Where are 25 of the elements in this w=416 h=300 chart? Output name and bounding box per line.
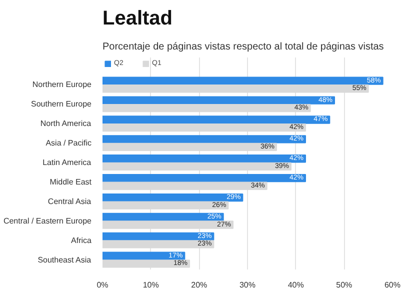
y-tick-label: Africa bbox=[71, 236, 92, 245]
y-tick-label: Central Asia bbox=[48, 196, 92, 206]
bar bbox=[102, 96, 335, 104]
bar bbox=[102, 116, 330, 124]
x-tick-label: 0% bbox=[96, 280, 108, 290]
x-tick-label: 20% bbox=[191, 280, 208, 290]
chart-title: Lealtad bbox=[102, 8, 173, 30]
x-tick-label: 10% bbox=[142, 280, 159, 290]
y-tick-label: Middle East bbox=[50, 177, 92, 186]
y-tick-label: Latin America bbox=[42, 158, 92, 168]
chart-subtitle: Porcentaje de páginas vistas respecto al total de páginas vistas bbox=[102, 42, 384, 52]
y-tick-label: Northern Europe bbox=[32, 80, 92, 90]
bar bbox=[102, 174, 306, 182]
x-tick-label: 40% bbox=[288, 280, 304, 290]
y-tick-label: North America bbox=[40, 119, 92, 128]
y-tick-label: Southern Europe bbox=[31, 100, 92, 109]
y-tick-label: Southeast Asia bbox=[38, 255, 92, 264]
y-tick-label: Central / Eastern Europe bbox=[3, 216, 92, 226]
bar bbox=[102, 76, 384, 85]
x-tick-label: 50% bbox=[336, 280, 352, 290]
bar bbox=[102, 135, 306, 144]
bar bbox=[102, 154, 306, 163]
y-tick-label: Asia / Pacific bbox=[46, 138, 92, 148]
x-tick-label: 60% bbox=[384, 280, 401, 290]
x-tick-label: 30% bbox=[239, 280, 256, 290]
